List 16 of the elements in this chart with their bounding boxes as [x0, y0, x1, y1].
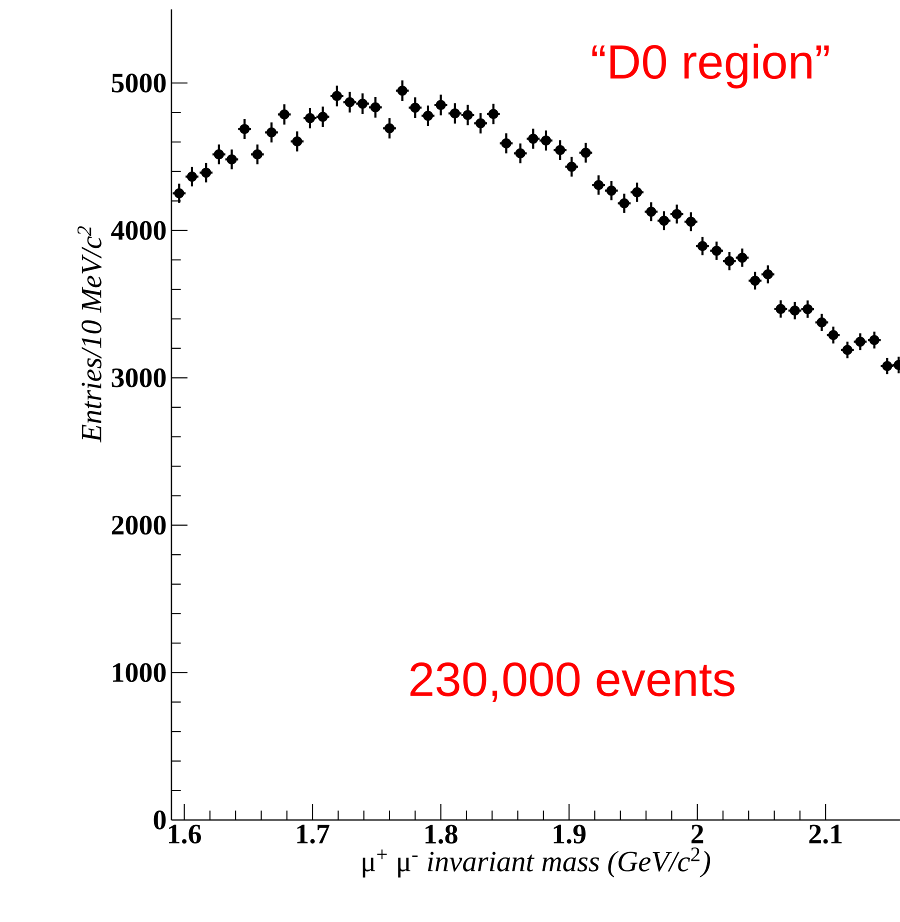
y-tick-label: 5000: [112, 74, 166, 92]
x-tick-label: 1.9: [554, 824, 586, 844]
x-axis-title: μ$^{+}$ μ$^{-}$ invariant mass (GeV/c$^{2}$): [362, 848, 710, 878]
x-tick-label: 2.1: [809, 824, 842, 844]
y-tick-label: 0: [154, 810, 166, 830]
x-tick-label: 2: [692, 824, 704, 844]
annotation: 230,000 events: [410, 662, 734, 702]
y-tick-label: 1000: [112, 663, 166, 682]
y-tick-label: 4000: [111, 220, 166, 240]
annotation: “D0 region”: [592, 44, 829, 88]
y-tick-label: 3000: [112, 368, 166, 388]
x-tick-label: 1.6: [169, 824, 201, 844]
y-tick-label: 2000: [112, 516, 166, 535]
x-tick-label: 1.7: [297, 824, 330, 844]
x-tick-label: 1.8: [426, 824, 458, 844]
y-axis-title: Entries/10 MeV/c$^{2}$: [78, 226, 102, 442]
